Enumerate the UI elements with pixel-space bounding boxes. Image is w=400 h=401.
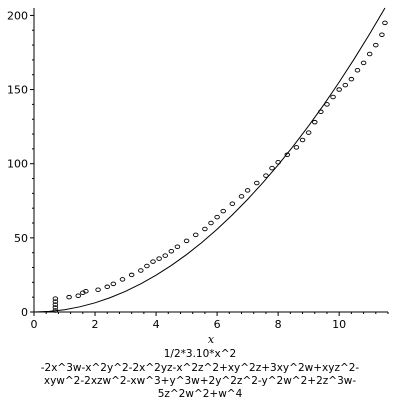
data-point: [379, 32, 385, 37]
x-tick-label: 4: [153, 318, 160, 331]
data-point: [299, 137, 306, 143]
data-point: [330, 94, 336, 100]
data-point: [52, 299, 59, 304]
data-point: [305, 130, 312, 135]
data-point: [312, 119, 318, 125]
data-point: [75, 293, 81, 298]
data-point: [156, 256, 162, 261]
data-point: [66, 294, 72, 300]
data-point: [244, 188, 251, 193]
data-point: [192, 232, 199, 238]
caption-polynomial: -2x^3w-x^2y^2-2x^2yz-x^2z^2+xy^2z+3xy^2w…: [40, 362, 360, 400]
data-point: [52, 305, 59, 310]
data-point: [360, 60, 367, 66]
x-tick-label: 6: [214, 318, 221, 331]
y-tick-label: 100: [7, 158, 28, 171]
data-point: [284, 152, 291, 158]
data-point: [348, 76, 355, 82]
data-point: [263, 173, 269, 178]
data-point: [168, 248, 175, 254]
data-point: [52, 302, 59, 307]
data-point: [229, 201, 236, 206]
data-point: [104, 284, 110, 290]
data-point: [293, 145, 300, 150]
x-tick-label: 2: [92, 318, 99, 331]
y-tick-label: 200: [7, 9, 28, 22]
curve-line: [33, 7, 386, 313]
y-tick-label: 150: [7, 84, 28, 97]
data-point: [324, 102, 330, 107]
data-point: [373, 42, 379, 48]
data-point: [208, 220, 214, 226]
fitted-curve: [33, 7, 386, 313]
data-point: [318, 109, 324, 115]
x-tick-label: 10: [332, 318, 346, 331]
data-point: [275, 159, 281, 165]
data-point: [342, 82, 349, 88]
caption-formula: 1/2*3.10*x^2: [163, 348, 237, 360]
data-point: [366, 51, 373, 57]
data-point: [110, 281, 117, 287]
data-point: [174, 244, 181, 250]
x-tick-label: 8: [275, 318, 282, 331]
data-point: [150, 259, 156, 264]
data-point: [128, 272, 135, 278]
data-point: [269, 165, 275, 171]
y-tick-label: 0: [21, 306, 28, 319]
y-tick-label: 50: [14, 232, 28, 245]
data-point: [354, 68, 361, 73]
data-point: [119, 277, 126, 282]
data-point: [52, 308, 59, 313]
data-point: [214, 214, 220, 220]
data-point: [95, 287, 101, 293]
data-points: [52, 20, 388, 313]
data-point: [162, 253, 168, 258]
x-axis-title: x: [208, 333, 215, 346]
data-point: [254, 180, 260, 186]
data-point: [382, 20, 388, 26]
data-point: [220, 208, 226, 214]
x-tick-label: 0: [31, 318, 38, 331]
axes: [33, 8, 388, 313]
data-point: [83, 288, 89, 294]
data-point: [202, 226, 208, 232]
data-point: [238, 194, 245, 199]
data-point: [144, 263, 150, 269]
data-point: [138, 268, 144, 273]
data-point: [336, 87, 342, 92]
data-point: [183, 238, 190, 244]
data-point: [52, 296, 59, 301]
